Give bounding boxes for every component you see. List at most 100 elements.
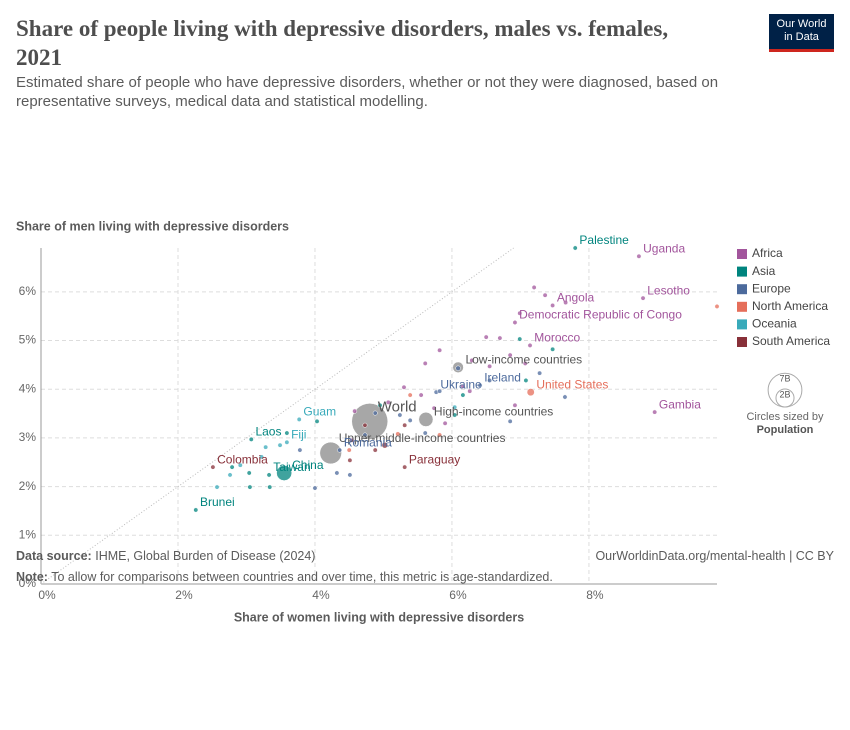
size-legend-label: 2B (779, 389, 790, 399)
point-label: Uganda (643, 241, 685, 255)
y-tick-label: 4% (19, 381, 37, 395)
point (352, 408, 358, 414)
point (381, 442, 389, 449)
x-tick-label: 2% (175, 588, 193, 602)
point (572, 245, 578, 251)
point (385, 399, 391, 405)
point (277, 442, 283, 448)
size-legend-variable: Population (757, 424, 814, 436)
point (312, 485, 318, 491)
point-label: Taiwan (273, 460, 310, 474)
point (319, 441, 342, 465)
chart: Share of men living with depressive diso… (16, 219, 830, 624)
note: Note: To allow for comparisons between c… (16, 570, 553, 584)
point-label: Lesotho (647, 283, 690, 297)
point (431, 405, 437, 411)
point (377, 402, 383, 408)
point-label: Low-income countries (465, 352, 582, 366)
point (248, 436, 254, 442)
point (469, 358, 475, 363)
point-label: Ukraine (440, 377, 482, 391)
point (477, 382, 483, 388)
reference-line (40, 247, 514, 585)
point (550, 303, 556, 308)
legend-label: Africa (752, 246, 783, 260)
point-label: China (292, 458, 324, 472)
point (507, 418, 513, 424)
point (372, 447, 378, 453)
point (418, 412, 434, 427)
point (362, 422, 368, 428)
point-label: Ireland (484, 370, 521, 384)
point (193, 507, 199, 513)
point (714, 303, 720, 309)
point-label: Gambia (659, 397, 701, 411)
legend-label: Europe (752, 281, 791, 295)
logo[interactable]: Our World in Data (769, 14, 834, 52)
legend-label: Oceania (752, 317, 797, 331)
y-tick-label: 5% (19, 333, 37, 347)
legend-label: North America (752, 299, 828, 313)
point-label: Upper-middle-income countries (339, 431, 506, 445)
point-label: Laos (255, 425, 281, 439)
url[interactable]: OurWorldinData.org/mental-health | CC BY (595, 549, 834, 563)
point (407, 392, 413, 398)
point (247, 484, 253, 490)
title: Share of people living with depressive d… (16, 16, 669, 70)
point (452, 404, 458, 410)
size-legend-label: 7B (779, 374, 790, 384)
point-label: Guam (303, 405, 336, 419)
point-label: High-income countries (434, 405, 553, 419)
point (401, 384, 407, 390)
point (351, 403, 389, 440)
y-tick-label: 6% (19, 284, 37, 298)
point (284, 430, 290, 436)
point-label: Paraguay (409, 452, 460, 466)
point (542, 292, 548, 298)
legend-swatch (737, 284, 747, 295)
point (507, 352, 513, 358)
point (512, 320, 518, 325)
point (263, 444, 269, 450)
point (407, 417, 413, 423)
point (563, 300, 569, 305)
point (402, 464, 408, 470)
y-axis-label: Share of men living with depressive diso… (16, 219, 289, 233)
point (237, 462, 243, 468)
x-tick-label: 8% (586, 588, 604, 602)
legend-swatch (737, 301, 747, 312)
point-label: United States (536, 377, 608, 391)
point-label: Palestine (579, 233, 629, 247)
point (460, 383, 466, 389)
point (483, 334, 489, 340)
point-label: Angola (557, 291, 595, 305)
point (652, 409, 658, 415)
legend-swatch (737, 266, 747, 277)
point (372, 410, 378, 416)
legend-label: Asia (752, 264, 776, 278)
point (437, 347, 443, 353)
point (550, 346, 556, 352)
point (397, 412, 403, 418)
point (347, 457, 353, 463)
legend-swatch (737, 337, 747, 347)
point (526, 388, 535, 397)
point (276, 465, 293, 481)
point (640, 295, 646, 301)
point-label: Fiji (291, 427, 306, 441)
source-text: IHME, Global Burden of Disease (2024) (95, 549, 316, 563)
logo-line: Our World (776, 18, 827, 30)
point (523, 378, 529, 383)
y-tick-label: 2% (19, 479, 37, 493)
point (442, 420, 448, 426)
point (487, 363, 493, 369)
size-legend-title: Circles sized by (746, 411, 824, 423)
point (467, 388, 473, 394)
size-legend-circle (775, 388, 795, 408)
legend-swatch (737, 249, 747, 259)
point (497, 335, 503, 341)
point (512, 402, 518, 408)
note-label: Note: (16, 570, 48, 584)
y-tick-label: 3% (19, 430, 37, 444)
point (531, 284, 537, 290)
